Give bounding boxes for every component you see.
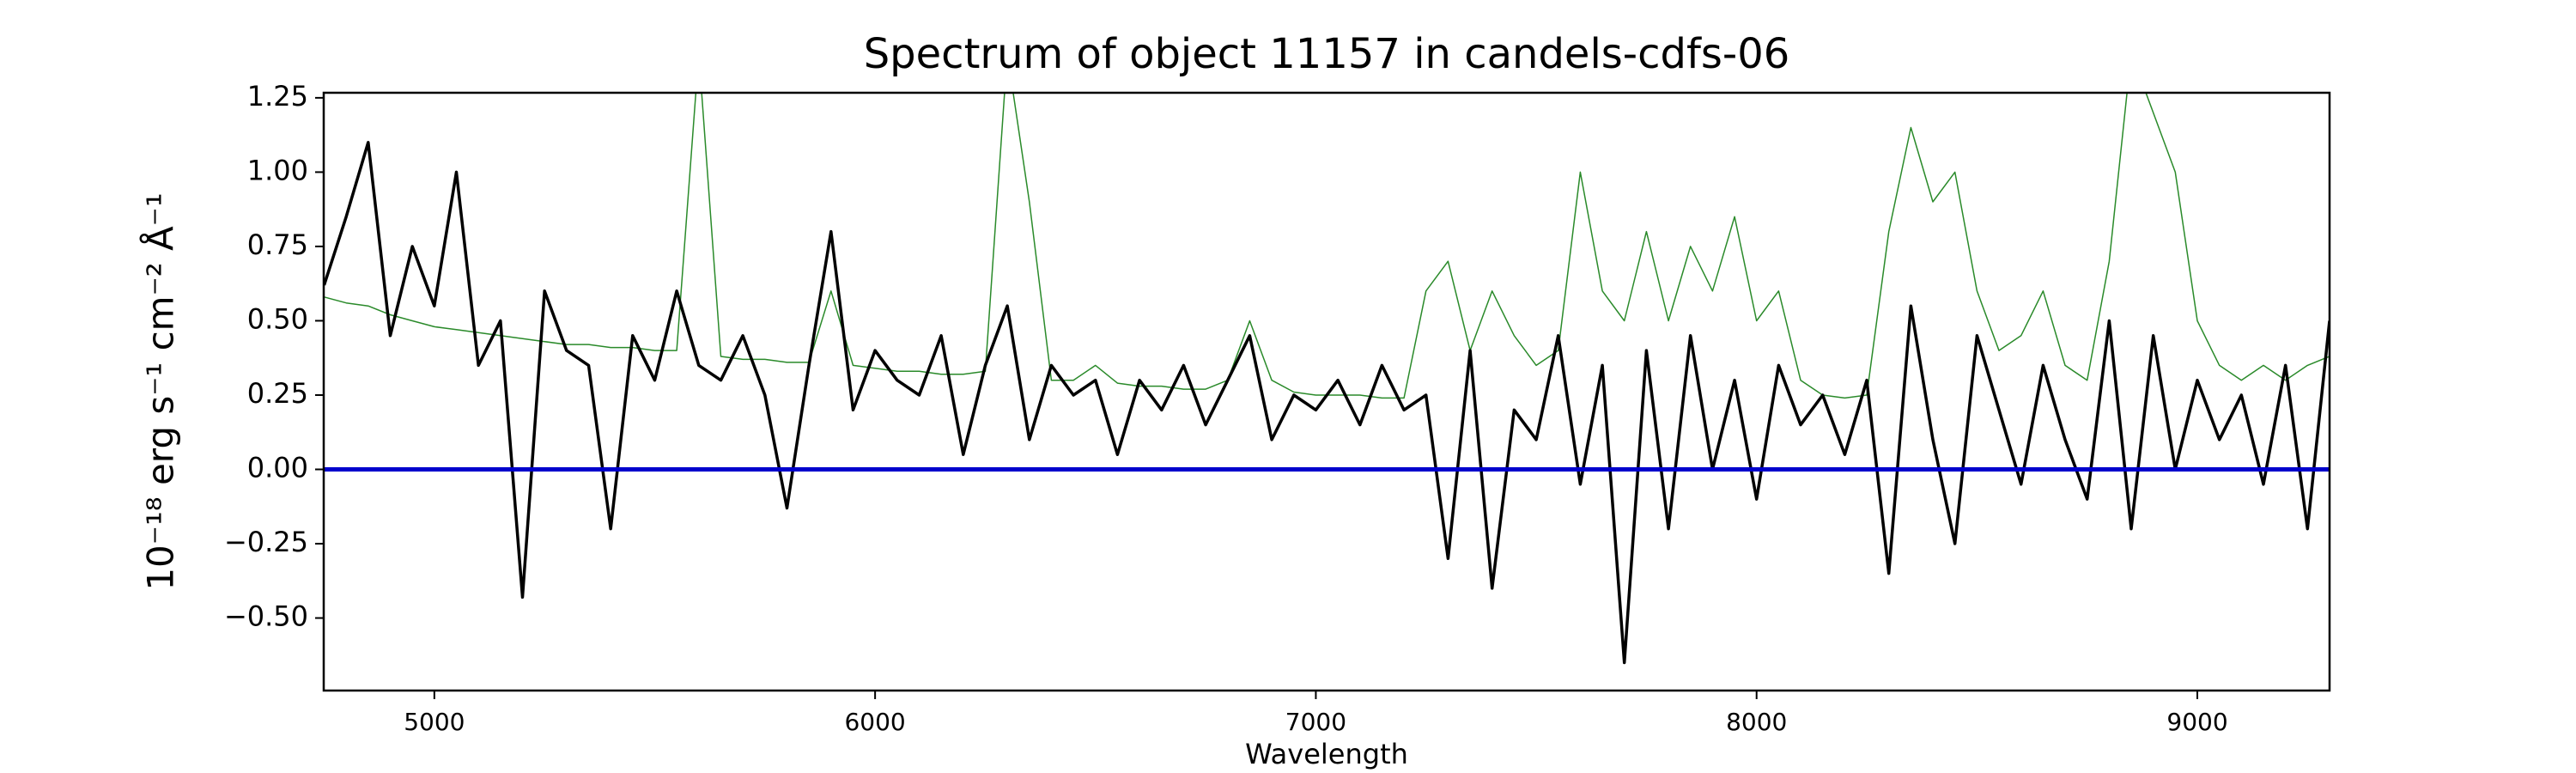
- x-tick-label: 7000: [1285, 708, 1346, 736]
- chart-title: Spectrum of object 11157 in candels-cdfs…: [864, 30, 1790, 78]
- x-axis-label: Wavelength: [1245, 738, 1408, 770]
- y-tick-label: 1.25: [247, 80, 308, 113]
- y-tick-label: 0.25: [247, 377, 308, 410]
- y-tick-label: 1.00: [247, 154, 308, 186]
- y-tick-label: −0.25: [224, 526, 308, 558]
- x-tick-label: 8000: [1726, 708, 1787, 736]
- x-tick-label: 5000: [404, 708, 465, 736]
- y-tick-label: 0.75: [247, 228, 308, 261]
- y-tick-label: 0.50: [247, 302, 308, 335]
- x-tick-label: 9000: [2166, 708, 2227, 736]
- axes-frame: [322, 91, 2331, 692]
- y-tick-label: −0.50: [224, 600, 308, 633]
- y-tick-label: 0.00: [247, 452, 308, 484]
- plot-area: [324, 93, 2330, 665]
- spectrum-line: [324, 141, 2330, 665]
- x-tick-label: 6000: [844, 708, 905, 736]
- y-axis-label: 10⁻¹⁸ erg s⁻¹ cm⁻² Å⁻¹: [139, 192, 182, 590]
